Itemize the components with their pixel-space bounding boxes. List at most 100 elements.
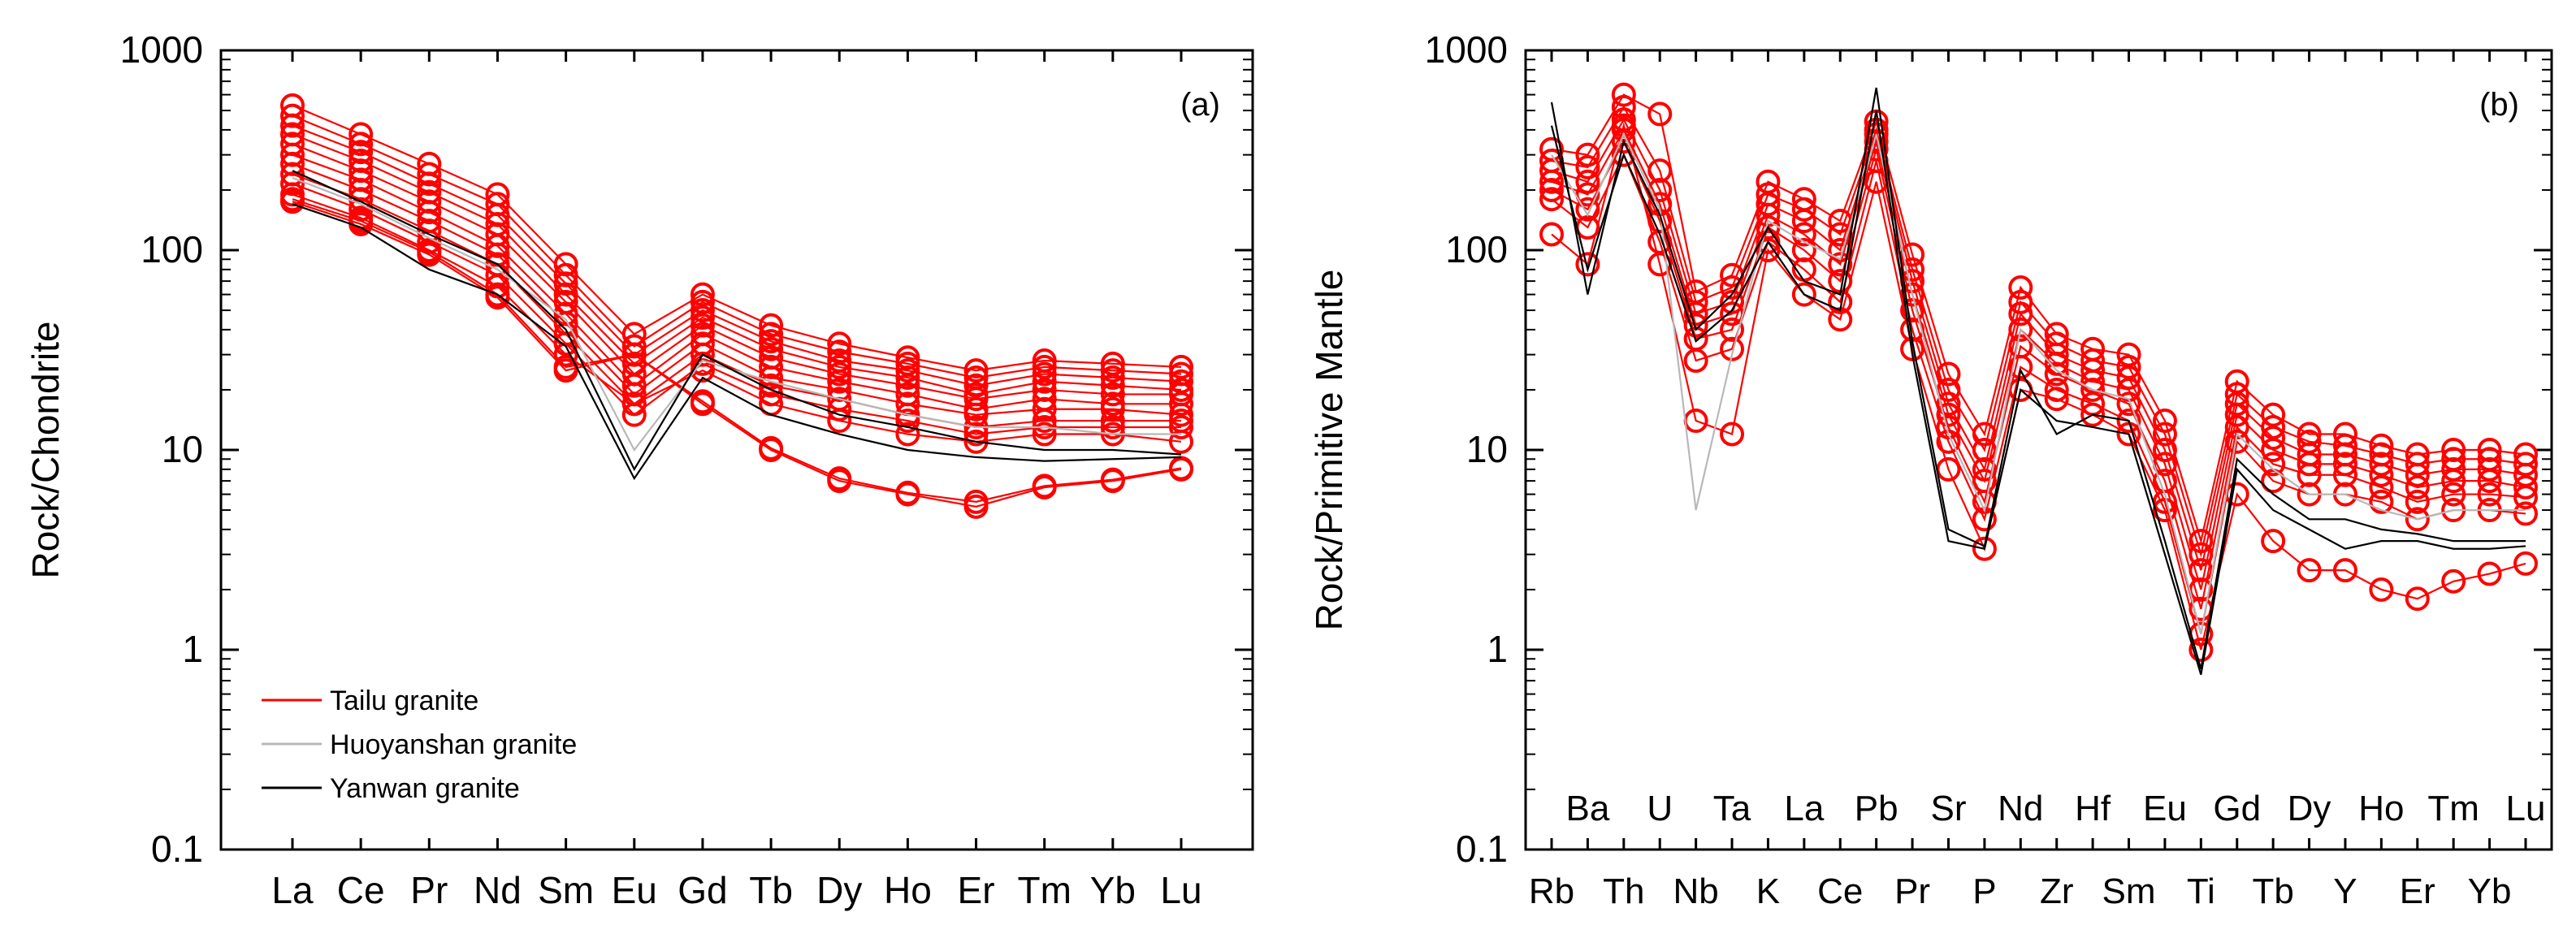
x-tick-label: Zr: [2040, 871, 2074, 911]
data-point: [1611, 94, 1636, 119]
data-point: [2044, 387, 2069, 412]
data-point: [280, 171, 305, 197]
data-point: [1647, 177, 1673, 202]
data-point: [1900, 242, 1925, 267]
data-point: [963, 358, 989, 383]
data-point: [827, 361, 852, 387]
data-point: [1575, 182, 1600, 207]
data-point: [2261, 402, 2286, 427]
x-tick-label-inner: U: [1647, 789, 1673, 828]
y-tick-label: 0.1: [151, 828, 203, 870]
data-point: [2332, 558, 2357, 583]
data-point: [417, 171, 442, 197]
data-point: [2116, 409, 2141, 434]
data-point: [553, 282, 578, 307]
y-tick-label: 0.1: [1456, 828, 1508, 870]
data-point: [2369, 577, 2394, 602]
data-point: [1100, 414, 1125, 439]
data-point: [1100, 396, 1125, 422]
data-point: [2152, 409, 2177, 434]
data-point: [690, 289, 715, 314]
data-point: [2116, 391, 2141, 417]
data-point: [963, 422, 989, 447]
data-point: [621, 342, 647, 367]
legend-label-huoyanshan: Huoyanshan granite: [330, 729, 577, 760]
data-point: [759, 322, 784, 347]
data-point: [280, 113, 305, 138]
data-point: [1611, 129, 1636, 154]
data-point: [1539, 169, 1564, 194]
data-point: [349, 140, 374, 165]
data-point: [690, 342, 715, 367]
y-tick-label: 100: [1445, 228, 1508, 270]
data-point: [1032, 473, 1057, 499]
data-point: [759, 435, 784, 461]
x-tick-label: Er: [2400, 871, 2435, 911]
data-point: [963, 373, 989, 398]
data-point: [1032, 354, 1057, 379]
y-tick-label: 100: [141, 228, 203, 270]
data-point: [2477, 469, 2502, 494]
data-point: [1032, 396, 1057, 422]
panel-label-b: (b): [2479, 87, 2519, 123]
x-tick-label: Ce: [337, 869, 385, 911]
x-tick-label: P: [1972, 871, 1996, 911]
data-point: [1720, 317, 1745, 342]
data-point: [1900, 298, 1925, 323]
x-tick-label-inner: Sr: [1930, 789, 1966, 828]
data-point: [1756, 202, 1781, 227]
data-point: [1100, 358, 1125, 383]
x-tick-label: Lu: [1160, 869, 1201, 911]
data-point: [485, 233, 510, 258]
x-tick-label-inner: Nd: [1998, 789, 2043, 828]
x-tick-label: Yb: [1090, 869, 1136, 911]
data-point: [1032, 409, 1057, 434]
data-point: [1169, 414, 1193, 439]
data-point: [2405, 586, 2430, 612]
data-point: [2189, 638, 2214, 662]
x-tick-label: Ti: [2187, 871, 2215, 911]
x-tick-label: Tb: [749, 869, 793, 911]
data-point: [827, 409, 852, 434]
data-point: [827, 377, 852, 402]
series-line: [1551, 132, 2526, 634]
x-tick-label: Er: [958, 869, 995, 911]
data-point: [1100, 409, 1125, 434]
y-axis-label-a: Rock/Chondrite: [24, 321, 67, 578]
data-point: [2332, 433, 2357, 458]
data-point: [1683, 348, 1708, 373]
data-point: [2441, 469, 2466, 494]
y-tick-label: 10: [162, 428, 203, 470]
data-point: [827, 369, 852, 394]
series-line: [1551, 128, 2526, 590]
data-point: [759, 329, 784, 354]
data-point: [1539, 177, 1564, 202]
series-line: [1550, 110, 2526, 676]
data-point: [1936, 361, 1961, 387]
data-point: [2152, 422, 2177, 447]
x-tick-label-inner: Lu: [2506, 789, 2546, 828]
x-tick-label-inner: Ho: [2358, 789, 2404, 828]
data-point: [963, 429, 989, 454]
x-tick-label: Gd: [678, 869, 727, 911]
data-point: [1720, 275, 1745, 301]
x-tick-label-inner: Pb: [1855, 789, 1898, 828]
x-tick-label: Tb: [2252, 871, 2293, 911]
data-point: [2261, 438, 2286, 462]
data-point: [1972, 536, 1997, 561]
data-point: [2405, 507, 2430, 532]
data-point: [2080, 377, 2106, 402]
data-point: [2369, 433, 2394, 458]
data-point: [895, 480, 920, 505]
data-point: [2513, 485, 2538, 510]
data-point: [759, 313, 784, 338]
legend: Tailu granite Huoyanshan granite Yanwan …: [262, 685, 577, 804]
x-tick-label-inner: La: [1784, 789, 1824, 828]
data-point: [690, 313, 715, 338]
data-point: [2369, 475, 2394, 500]
data-point: [2441, 569, 2466, 594]
x-ticks-a: La Ce Pr Nd Sm Eu Gd Tb Dy Ho Er Tm Yb Lu: [271, 50, 1202, 911]
data-point: [2441, 438, 2466, 462]
data-point: [2008, 275, 2033, 301]
data-point: [1032, 377, 1057, 402]
